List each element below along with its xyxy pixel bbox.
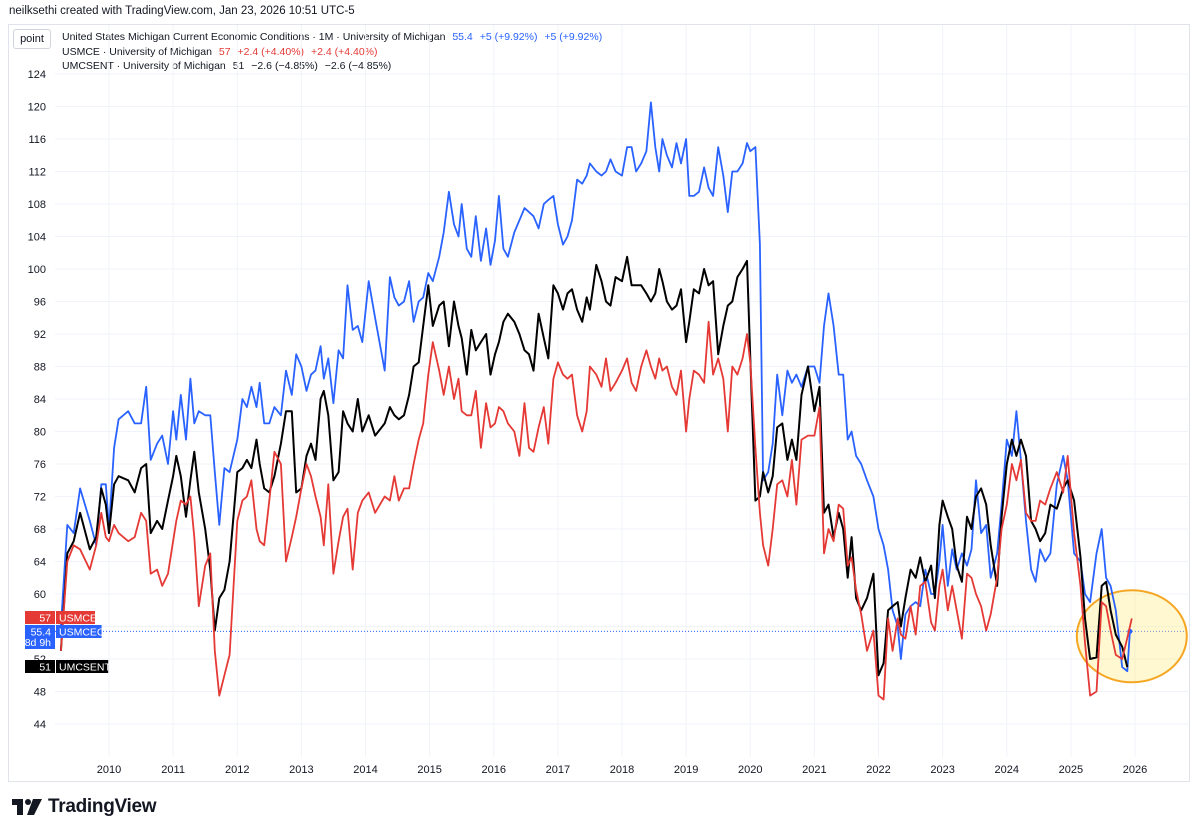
- y-tick-label: 76: [34, 459, 46, 471]
- legend-row-usmce[interactable]: USMCE · University of Michigan 57 +2.4 (…: [62, 45, 606, 60]
- tradingview-logo[interactable]: TradingView: [12, 796, 157, 818]
- legend-change-2: −2.6 (−4.85%): [324, 60, 392, 72]
- x-tick-label: 2021: [802, 764, 826, 776]
- y-tick-label: 108: [28, 199, 46, 211]
- brand-name: TradingView: [48, 796, 157, 817]
- legend-row-usmcec[interactable]: United States Michigan Current Economic …: [62, 30, 606, 45]
- y-axis: 4448526064687276808488929610010410811211…: [28, 69, 46, 731]
- price-tags: 57 USMCE 55.48d 9h USMCEC 51 UMCSENT: [25, 611, 112, 674]
- highlight-circle-shape: [1075, 589, 1188, 684]
- x-axis: 2010 2011 2012 2013 2014 2015 2016 2017 2018 2019…: [97, 764, 1147, 776]
- price-tag-value: 57: [39, 613, 51, 625]
- x-tick-label: 2017: [546, 764, 570, 776]
- y-tick-label: 92: [34, 329, 46, 341]
- y-tick-label: 80: [34, 427, 46, 439]
- x-tick-label: 2018: [610, 764, 634, 776]
- price-tag-name: USMCE: [59, 613, 97, 625]
- chart-frame: [8, 24, 1190, 782]
- price-tag-name-bg: [56, 660, 109, 673]
- legend-change-2: +5 (+9.92%): [544, 31, 603, 43]
- legend-value: 51: [232, 60, 245, 72]
- chart-caption: neilksethi created with TradingView.com,…: [9, 5, 355, 17]
- x-tick-label: 2025: [1059, 764, 1083, 776]
- legend-change-2: +2.4 (+4.40%): [310, 45, 378, 58]
- series-line-umcsent: [59, 255, 1129, 677]
- x-tick-label: 2019: [674, 764, 698, 776]
- legend-value: 55.4: [452, 31, 473, 43]
- x-tick-label: 2012: [225, 764, 249, 776]
- y-tick-label: 120: [28, 102, 46, 114]
- tradingview-logo-icon: [12, 799, 42, 815]
- y-tick-label: 116: [28, 134, 46, 146]
- x-tick-label: 2023: [930, 764, 954, 776]
- gridlines: [55, 25, 1188, 757]
- x-tick-label: 2016: [482, 764, 506, 776]
- legend-label: USMCE · University of Michigan: [62, 45, 212, 58]
- y-tick-label: 44: [34, 719, 46, 731]
- y-tick-label: 68: [34, 524, 46, 536]
- price-tag-value-bg: [25, 625, 55, 649]
- highlight-circle: [1075, 589, 1188, 684]
- y-tick-label: 72: [34, 492, 46, 504]
- series-line-usmcec: [60, 101, 1131, 673]
- y-tick-label: 104: [28, 232, 46, 244]
- x-tick-label: 2020: [738, 764, 762, 776]
- x-tick-label: 2015: [417, 764, 441, 776]
- x-tick-label: 2022: [866, 764, 890, 776]
- series-lines: [59, 101, 1133, 701]
- price-tag-name: UMCSENT: [59, 662, 112, 674]
- y-tick-label: 60: [34, 589, 46, 601]
- y-tick-label: 88: [34, 362, 46, 374]
- legend: United States Michigan Current Economic …: [62, 30, 606, 74]
- price-tag-value: 55.4: [31, 627, 52, 639]
- price-tag-name-bg: [56, 611, 95, 624]
- series-line-usmce: [60, 320, 1133, 701]
- price-tag-name-bg: [56, 625, 102, 638]
- y-tick-label: 84: [34, 394, 46, 406]
- price-tag-countdown: 8d 9h: [25, 637, 51, 649]
- y-tick-label: 96: [34, 297, 46, 309]
- legend-value: 57: [218, 45, 231, 58]
- price-tag-value-bg: [25, 611, 55, 624]
- x-tick-label: 2010: [97, 764, 121, 776]
- y-tick-label: 48: [34, 687, 46, 699]
- unit-button[interactable]: point: [13, 29, 51, 49]
- x-tick-label: 2011: [161, 764, 185, 776]
- x-tick-label: 2014: [353, 764, 377, 776]
- y-tick-label: 100: [28, 264, 46, 276]
- legend-label: United States Michigan Current Economic …: [62, 31, 446, 43]
- x-tick-label: 2026: [1123, 764, 1147, 776]
- y-tick-label: 64: [34, 557, 46, 569]
- y-tick-label: 112: [28, 167, 46, 179]
- price-tag-value: 51: [39, 662, 51, 674]
- x-tick-label: 2013: [289, 764, 313, 776]
- legend-change: +2.4 (+4.40%): [237, 45, 305, 58]
- y-tick-label: 124: [28, 69, 46, 81]
- x-tick-label: 2024: [995, 764, 1019, 776]
- legend-label: UMCSENT · University of Michigan: [62, 60, 226, 72]
- price-tag-name: USMCEC: [59, 627, 105, 639]
- price-tag-value-bg: [25, 660, 55, 673]
